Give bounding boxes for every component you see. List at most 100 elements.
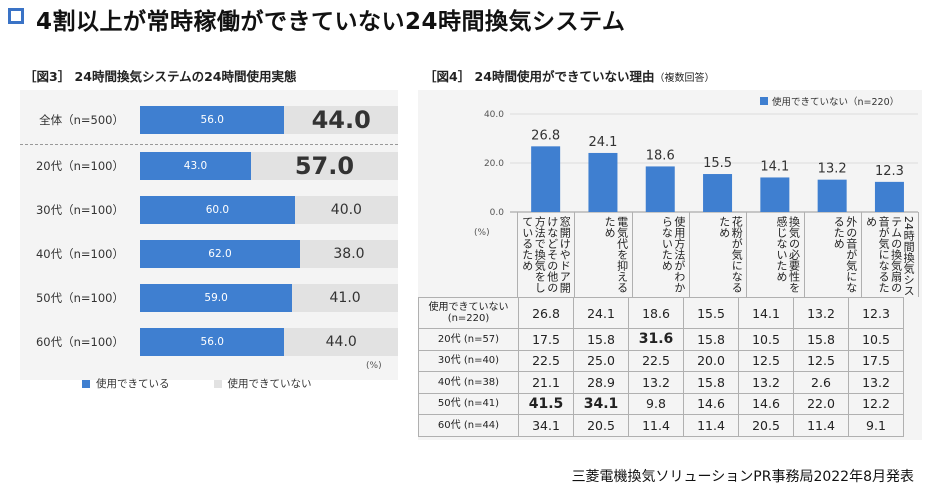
fig3-bar-not-using-value: 40.0 bbox=[330, 202, 362, 218]
fig4-category-label: 使用方法がわからないため bbox=[660, 216, 686, 293]
fig3-category-label: 30代（n=100） bbox=[35, 203, 124, 217]
table-cell: 15.8 bbox=[793, 328, 849, 351]
legend-label-using: 使用できている bbox=[96, 378, 170, 390]
table-row-label: 40代 (n=38) bbox=[418, 371, 519, 394]
fig3-bar-not-using: 40.0 bbox=[294, 196, 398, 224]
fig4-column-divider bbox=[918, 212, 920, 297]
table-cell: 17.5 bbox=[848, 349, 904, 372]
fig4-bar-value: 18.6 bbox=[646, 148, 675, 163]
fig3-bar-not-using-value: 38.0 bbox=[333, 246, 365, 262]
fig4-bar-value: 12.3 bbox=[875, 164, 904, 179]
fig4-column-divider bbox=[631, 212, 633, 297]
fig4-category-label: 換気の必要性を感じないため bbox=[774, 216, 801, 293]
fig3-bar-not-using-value: 41.0 bbox=[329, 290, 361, 306]
table-cell: 20.5 bbox=[573, 414, 629, 437]
fig4-category-label: 花粉が気になるため bbox=[717, 216, 744, 293]
fig4-legend-label: 使用できていない（n=220） bbox=[772, 97, 900, 108]
fig4-legend-swatch bbox=[760, 97, 768, 105]
table-row-label: 50代 (n=41) bbox=[418, 392, 519, 415]
table-cell: 11.4 bbox=[793, 414, 849, 437]
table-row: 40代 (n=38) 21.1 28.9 13.2 15.8 13.2 2.6 13.2 bbox=[418, 371, 904, 394]
fig4-column-divider bbox=[803, 212, 805, 297]
fig3-bar-not-using: 44.0 bbox=[284, 328, 398, 356]
fig4-bar bbox=[874, 181, 904, 212]
fig4-category-label: 外の音が気になるため bbox=[832, 216, 858, 293]
table-cell: 14.1 bbox=[738, 297, 794, 329]
fig3-category-label: 50代（n=100） bbox=[35, 291, 124, 305]
fig3-bar-using: 60.0 bbox=[140, 196, 295, 224]
table-cell: 25.0 bbox=[573, 349, 629, 372]
fig4-bar bbox=[703, 174, 733, 212]
fig4-legend: 使用できていない（n=220） bbox=[760, 94, 899, 108]
legend-swatch-using bbox=[82, 379, 90, 388]
table-cell: 34.1 bbox=[573, 392, 629, 415]
reason-table: 使用できていない (n=220) 26.8 24.1 18.6 15.5 14.1 13.2… bbox=[418, 297, 904, 437]
fig4-bar bbox=[588, 152, 618, 212]
table-row-label: 使用できていない (n=220) bbox=[418, 297, 519, 329]
legend-swatch-not-using bbox=[213, 379, 222, 388]
fig4-bar bbox=[645, 166, 675, 212]
fig4-bar bbox=[760, 177, 790, 212]
fig4-title: ［図4］ 24時間使用ができていない理由（複数回答） bbox=[424, 66, 714, 85]
table-cell: 11.4 bbox=[683, 414, 739, 437]
fig3-bar-not-using: 44.0 bbox=[284, 106, 398, 134]
fig4-column-divider bbox=[517, 212, 518, 297]
table-cell: 26.8 bbox=[518, 297, 574, 329]
fig4-column-divider bbox=[860, 212, 862, 297]
fig4-bar-value: 15.5 bbox=[703, 156, 732, 171]
fig3-bar-not-using-value: 44.0 bbox=[311, 106, 371, 134]
table-row: 50代 (n=41) 41.5 34.1 9.8 14.6 14.6 22.0 12.2 bbox=[418, 392, 904, 415]
fig3-divider bbox=[20, 144, 398, 145]
table-row-label: 30代 (n=40) bbox=[418, 349, 519, 372]
table-cell: 17.5 bbox=[518, 328, 574, 351]
fig3-bar-using: 43.0 bbox=[140, 152, 251, 180]
table-cell: 14.6 bbox=[738, 392, 794, 415]
table-cell: 15.5 bbox=[683, 297, 739, 329]
table-cell: 41.5 bbox=[518, 392, 574, 415]
title-square-icon bbox=[8, 8, 24, 24]
table-cell: 31.6 bbox=[628, 328, 684, 351]
fig4-bar-value: 26.8 bbox=[531, 128, 560, 143]
fig3-bar-not-using: 38.0 bbox=[299, 240, 398, 268]
table-cell: 12.2 bbox=[848, 392, 904, 415]
fig4-column-divider bbox=[746, 212, 748, 297]
table-cell: 10.5 bbox=[848, 328, 904, 351]
table-cell: 20.0 bbox=[683, 349, 739, 372]
fig3-bar-using: 56.0 bbox=[140, 106, 285, 134]
table-cell: 15.8 bbox=[573, 328, 629, 351]
fig3-bar-using: 59.0 bbox=[140, 284, 293, 312]
table-cell: 14.6 bbox=[683, 392, 739, 415]
fig4-category-label: 電気代を抑えるため bbox=[603, 216, 629, 293]
source-note: 三菱電機換気ソリューションPR事務局2022年8月発表 bbox=[571, 469, 914, 485]
table-cell: 15.8 bbox=[683, 371, 739, 394]
table-cell: 22.5 bbox=[518, 349, 574, 372]
fig3-legend: 使用できている 使用できていない bbox=[82, 376, 312, 391]
fig3-category-label: 20代（n=100） bbox=[35, 159, 124, 173]
table-cell: 9.1 bbox=[848, 414, 904, 437]
table-cell: 9.8 bbox=[628, 392, 684, 415]
table-cell: 13.2 bbox=[848, 371, 904, 394]
page-title: 4割以上が常時稼働ができていない24時間換気システム bbox=[36, 9, 626, 35]
fig4-bar bbox=[531, 146, 561, 212]
table-cell: 18.6 bbox=[628, 297, 684, 329]
fig4-ytick-label: 20.0 bbox=[484, 159, 504, 169]
fig4-bar-value: 13.2 bbox=[818, 162, 847, 177]
fig4-ytick-label: 0.0 bbox=[490, 208, 505, 218]
fig3-bar-not-using-value: 44.0 bbox=[325, 334, 357, 350]
table-cell: 12.5 bbox=[793, 349, 849, 372]
table-cell: 22.0 bbox=[793, 392, 849, 415]
table-row-label: 20代 (n=57) bbox=[418, 328, 519, 351]
fig3-bar-not-using: 57.0 bbox=[250, 152, 398, 180]
fig4-column-divider bbox=[574, 212, 576, 297]
fig4-column-divider bbox=[688, 212, 690, 297]
table-cell: 10.5 bbox=[738, 328, 794, 351]
fig3-bar-using: 62.0 bbox=[140, 240, 300, 268]
fig3-unit: (%) bbox=[366, 361, 382, 371]
table-cell: 13.2 bbox=[628, 371, 684, 394]
table-cell: 34.1 bbox=[518, 414, 574, 437]
table-cell: 21.1 bbox=[518, 371, 574, 394]
fig4-chart: 0.0 20.0 40.0 26.8 24.1 18.6 15.5 14.1 13.2 12.3 bbox=[484, 110, 918, 218]
table-cell: 13.2 bbox=[793, 297, 849, 329]
table-row: 使用できていない (n=220) 26.8 24.1 18.6 15.5 14.1 13.2… bbox=[418, 297, 904, 329]
fig4-bar-value: 14.1 bbox=[760, 159, 789, 174]
